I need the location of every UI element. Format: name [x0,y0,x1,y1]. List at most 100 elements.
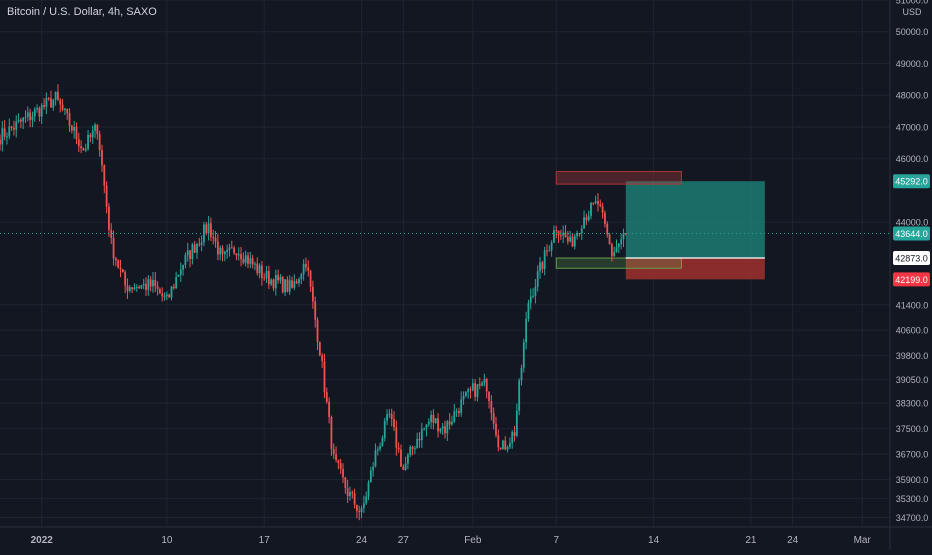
price-label-current: 43644.0 [895,229,928,239]
candle-up [302,264,305,275]
candle-down [145,283,147,290]
y-tick-label: 50000.0 [896,27,929,37]
candle-up [84,148,87,151]
candle-up [254,263,256,265]
x-tick-label: 24 [787,535,799,546]
x-tick-label: 14 [648,535,660,546]
y-tick-label: 51000.0 [896,0,929,6]
candle-down [335,454,337,460]
candle-down [601,206,604,213]
candle-down [75,126,78,140]
candle-up [613,252,616,257]
candle-down [346,488,349,497]
y-tick-label: 39800.0 [896,351,929,361]
candle-down [490,401,493,414]
candle-up [140,285,143,289]
candle-up [170,286,173,298]
candle-down [325,392,328,402]
candle-down [156,286,159,289]
candle-down [110,229,113,238]
y-tick-label: 34700.0 [896,513,929,523]
candle-down [546,250,548,252]
candle-up [550,242,553,251]
x-tick-label: 10 [161,535,173,546]
candle-up [374,450,377,467]
candle-down [606,223,609,235]
price-label-stop-bg [893,272,930,287]
candle-up [200,242,203,245]
candle-up [63,108,66,110]
candle-up [434,418,437,423]
candle-up [258,265,261,274]
candle-down [444,426,446,434]
price-label-entry: 42873.0 [895,254,928,264]
price-label-target: 45292.0 [895,177,928,187]
x-tick-label: 7 [553,535,559,546]
candle-up [40,105,43,117]
candle-down [311,286,314,302]
candle-up [455,411,458,413]
candle-down [59,99,62,105]
candle-up [73,126,76,131]
axis-currency-label: USD [902,7,922,17]
candle-up [407,454,409,464]
candle-down [478,384,481,386]
candle-down [604,212,606,224]
x-tick-label: Mar [854,535,872,546]
candle-down [557,230,560,236]
candle-down [281,276,284,293]
candle-up [52,99,55,108]
candle-up [467,389,470,392]
candle-down [397,447,400,450]
candle-down [448,421,451,425]
candle-down [624,233,627,235]
candle-down [233,247,235,254]
candle-down [240,254,242,260]
candle-up [22,117,25,122]
candle-down [330,417,333,450]
y-tick-label: 40600.0 [896,326,929,336]
candle-down [272,279,275,289]
candle-up [186,250,189,256]
candle-up [367,482,370,497]
candle-up [381,437,384,447]
candle-up [26,112,29,117]
candle-up [237,254,240,256]
candle-up [620,239,623,244]
x-tick-label: 24 [356,535,368,546]
candle-up [548,250,551,252]
x-tick-label: 21 [745,535,757,546]
candle-up [508,442,511,448]
candle-up [506,447,509,450]
candle-down [263,278,266,280]
x-tick-label: 17 [259,535,271,546]
candle-up [87,134,89,149]
candle-up [430,414,432,423]
candle-down [161,293,164,297]
candle-up [464,391,467,396]
drawing-zones[interactable] [555,170,765,280]
symbol-title[interactable]: Bitcoin / U.S. Dollar, 4h, SAXO [7,6,157,18]
candle-down [168,294,171,298]
candle-up [379,446,382,449]
candle-down [121,269,124,273]
candle-down [189,250,191,260]
candle-down [261,265,263,279]
candle-down [318,341,321,356]
candle-up [349,492,351,497]
candle-up [265,270,268,279]
candle-up [8,126,11,137]
y-tick-label: 35300.0 [896,494,929,504]
candle-up [177,274,180,277]
candle-down [597,201,599,205]
candle-down [230,247,233,249]
candle-down [138,286,140,289]
candle-down [344,477,347,489]
candle-down [205,224,208,234]
candle-up [142,283,145,286]
candle-down [432,414,435,423]
candle-up [24,116,27,118]
candle-up [203,224,205,243]
